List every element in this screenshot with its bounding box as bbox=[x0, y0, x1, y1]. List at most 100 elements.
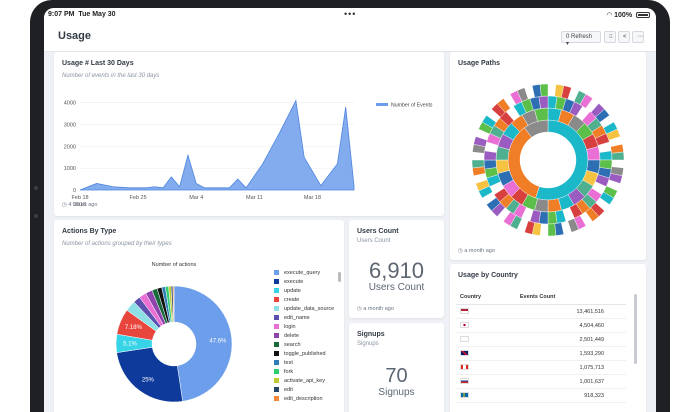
sunburst-segment[interactable] bbox=[547, 223, 557, 237]
legend-item[interactable]: test bbox=[274, 360, 293, 368]
sunburst-segment[interactable] bbox=[516, 87, 529, 102]
table-row[interactable]: 918,323 bbox=[456, 388, 626, 403]
legend-item[interactable]: edit bbox=[274, 387, 293, 395]
legend-swatch bbox=[274, 342, 279, 348]
sunburst-segment[interactable] bbox=[608, 173, 623, 184]
pie-slice[interactable] bbox=[172, 285, 175, 323]
country-cell bbox=[456, 332, 516, 347]
legend-item[interactable]: create bbox=[274, 297, 299, 305]
legend-item[interactable]: edit_name bbox=[274, 315, 310, 323]
legend-label: edit bbox=[284, 387, 293, 393]
sunburst-segment[interactable] bbox=[475, 179, 490, 192]
legend-item[interactable]: login bbox=[274, 324, 296, 332]
card-footer: ◷ a month ago bbox=[357, 306, 394, 312]
sunburst-segment[interactable] bbox=[599, 191, 615, 205]
slice-label: 5.1% bbox=[123, 342, 137, 348]
sunburst-segment[interactable] bbox=[486, 197, 501, 212]
fullscreen-icon: ⁝⁝ bbox=[609, 34, 613, 40]
sunburst-segment[interactable] bbox=[610, 143, 624, 154]
sunburst-segment[interactable] bbox=[599, 150, 613, 161]
sunburst-segment[interactable] bbox=[472, 166, 486, 177]
wifi-icon: ◠ bbox=[606, 12, 613, 19]
legend-item[interactable]: search bbox=[274, 342, 301, 350]
usage-area-chart[interactable]: 0 1000 2000 3000 4000 Feb 18 Feb 25 Mar 4 Mar 11… bbox=[54, 84, 444, 209]
pie-slice[interactable] bbox=[116, 347, 183, 403]
legend-swatch bbox=[274, 324, 279, 330]
sunburst-segment[interactable] bbox=[539, 83, 549, 97]
sunburst-segment[interactable] bbox=[538, 95, 549, 109]
share-icon: < bbox=[623, 34, 627, 40]
sunburst-segment[interactable] bbox=[547, 211, 558, 225]
actions-donut-chart[interactable]: Number of actions 47.6% 25% 5.1% 7.18% bbox=[84, 256, 264, 412]
table-row[interactable]: 1,001,637 bbox=[456, 374, 626, 389]
table-row[interactable]: 4,504,460 bbox=[456, 318, 626, 333]
status-right: ◠ 100% bbox=[607, 11, 650, 19]
x-tick-year: 2018 bbox=[74, 202, 86, 208]
sunburst-segment[interactable] bbox=[483, 159, 497, 170]
sunburst-segment[interactable] bbox=[561, 85, 572, 100]
usage-paths-card: Usage Paths ◷ a month ago bbox=[450, 52, 646, 260]
legend-label: execute_query bbox=[284, 270, 321, 276]
legend-swatch bbox=[274, 387, 279, 393]
table-row[interactable]: 13,461,516 bbox=[456, 304, 626, 319]
sunburst-segment[interactable] bbox=[567, 218, 580, 233]
share-button[interactable]: < bbox=[618, 31, 630, 43]
legend-item[interactable]: toggle_published bbox=[274, 351, 326, 359]
card-title: Usage by Country bbox=[458, 272, 518, 279]
sunburst-segment[interactable] bbox=[524, 220, 535, 235]
sunburst-segment[interactable] bbox=[579, 93, 593, 109]
legend-item[interactable]: fork bbox=[274, 369, 293, 377]
sunburst-chart[interactable] bbox=[450, 68, 646, 248]
card-footer: ◷ a month ago bbox=[458, 248, 495, 254]
legend-item[interactable]: update_data_source bbox=[274, 306, 334, 314]
legend-item[interactable]: activate_api_key bbox=[274, 378, 325, 386]
sunburst-segment[interactable] bbox=[611, 151, 625, 161]
battery-percent: 100% bbox=[614, 12, 633, 19]
clock-icon: ◷ bbox=[357, 306, 362, 312]
sunburst-segment[interactable] bbox=[606, 128, 621, 141]
legend-item[interactable]: delete bbox=[274, 333, 299, 341]
sunburst-segment[interactable] bbox=[554, 222, 565, 236]
legend-item[interactable]: execute_query bbox=[274, 270, 320, 278]
legend-item[interactable]: execute bbox=[274, 279, 303, 287]
legend-item[interactable]: update bbox=[274, 288, 301, 296]
sunburst-segment[interactable] bbox=[481, 115, 497, 129]
table-row[interactable]: 1,593,290 bbox=[456, 346, 626, 361]
fullscreen-button[interactable]: ⁝⁝ bbox=[604, 31, 616, 43]
country-cell bbox=[456, 304, 516, 319]
pie-slice[interactable] bbox=[173, 285, 233, 402]
country-cell bbox=[456, 318, 516, 333]
sunburst-segment[interactable] bbox=[503, 211, 517, 227]
legend-item[interactable]: edit_description bbox=[274, 396, 323, 404]
legend-label: edit_description bbox=[284, 396, 323, 402]
sunburst-segment[interactable] bbox=[483, 150, 497, 161]
sunburst-segment[interactable] bbox=[595, 174, 610, 187]
column-header-events[interactable]: Events Count bbox=[515, 290, 626, 305]
events-count-cell: 1,001,637 bbox=[515, 374, 626, 389]
refresh-button[interactable]: 0 Refresh ▾ bbox=[561, 31, 601, 47]
sunburst-segment[interactable] bbox=[595, 108, 610, 123]
legend-label: activate_api_key bbox=[284, 378, 325, 384]
table-row[interactable]: 2,501,449 bbox=[456, 332, 626, 347]
y-tick-label: 4000 bbox=[64, 101, 76, 107]
y-tick-label: 0 bbox=[73, 188, 76, 194]
sunburst-segment[interactable] bbox=[496, 98, 511, 113]
sunburst-segment[interactable] bbox=[529, 209, 541, 224]
sunburst-segment[interactable] bbox=[473, 136, 488, 147]
column-header-country[interactable]: Country bbox=[456, 290, 516, 305]
legend-label: create bbox=[284, 297, 300, 303]
legend-scrollbar[interactable] bbox=[338, 272, 341, 282]
table-scrollbar[interactable] bbox=[634, 294, 637, 364]
legend-swatch bbox=[274, 369, 279, 375]
more-button[interactable]: ⋯ bbox=[632, 31, 644, 43]
sunburst-segment[interactable] bbox=[471, 159, 485, 169]
series-area[interactable] bbox=[79, 99, 355, 191]
flag-icon bbox=[460, 364, 469, 371]
card-subtitle: Users Count bbox=[357, 238, 391, 244]
multitask-dots-icon[interactable]: ••• bbox=[344, 9, 357, 19]
sunburst-segment[interactable] bbox=[585, 207, 600, 222]
slice-label: 7.18% bbox=[125, 325, 143, 331]
legend-label[interactable]: Number of Events bbox=[391, 103, 433, 109]
table-row[interactable]: 1,075,713 bbox=[456, 360, 626, 375]
sunburst-segment[interactable] bbox=[531, 84, 542, 98]
